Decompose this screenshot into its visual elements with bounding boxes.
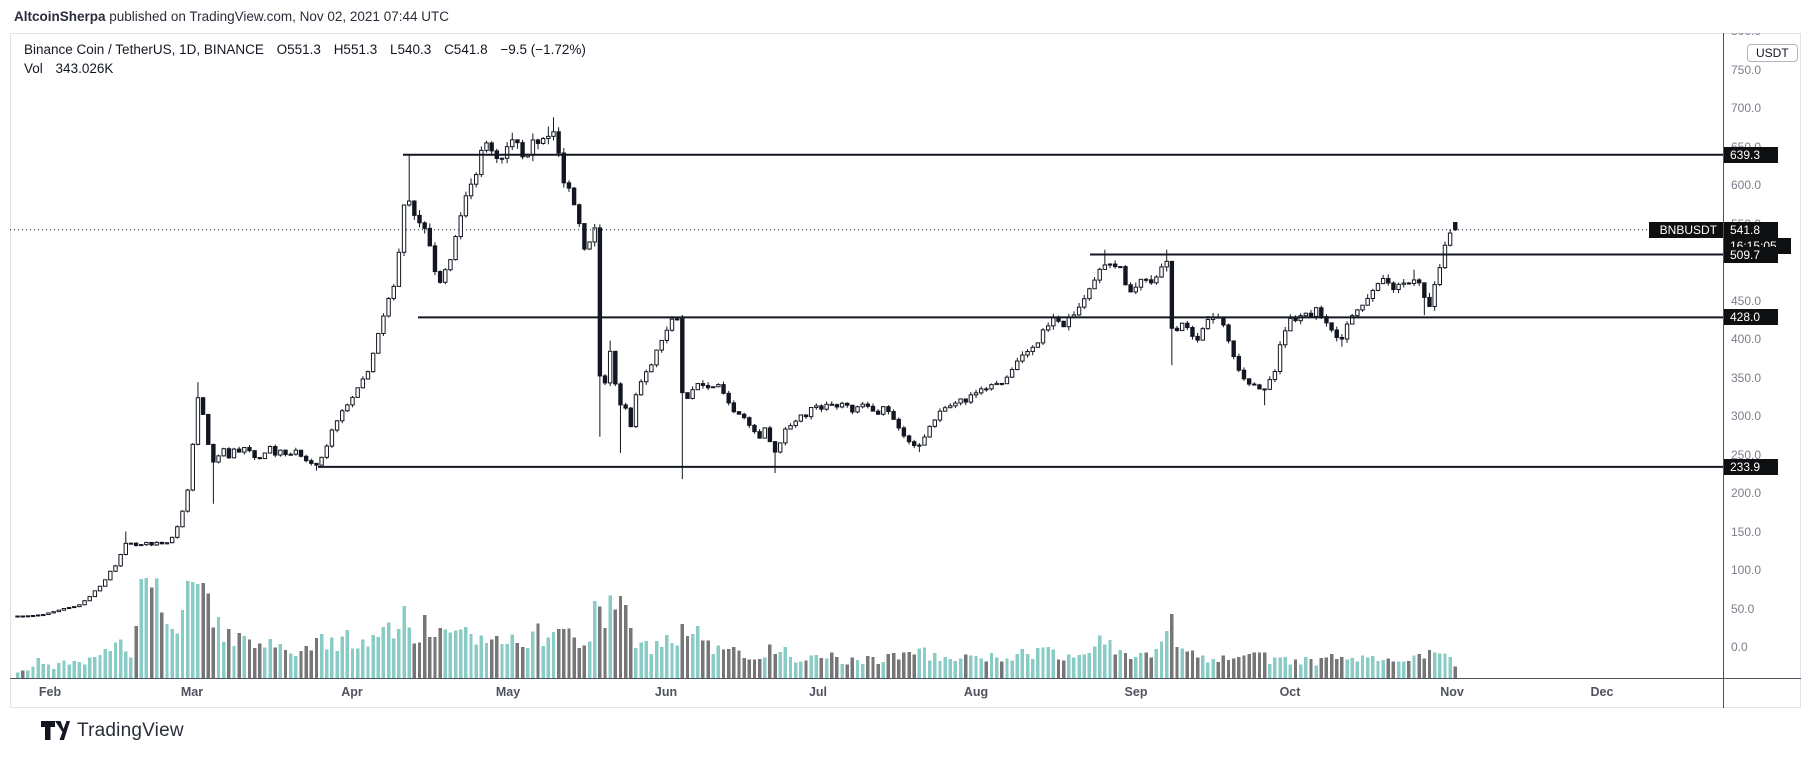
time-axis-label: Feb — [38, 685, 62, 699]
price-axis-label: 350.0 — [1731, 370, 1762, 385]
time-axis-label: Apr — [341, 685, 363, 699]
level-chip-509: 509.7 — [1724, 246, 1778, 263]
ohlc-high: H551.3 — [333, 42, 378, 57]
time-scale[interactable]: Feb Mar Apr May Jun Jul Aug Sep Oct Nov Dec — [10, 679, 1791, 708]
price-axis-label: 100.0 — [1731, 563, 1762, 577]
published-text: published on TradingView.com, Nov 02, 20… — [105, 9, 449, 24]
published-bar: AltcoinSherpa published on TradingView.c… — [14, 0, 449, 33]
time-axis-label: Oct — [1279, 685, 1301, 699]
tradingview-logo-icon — [41, 721, 70, 740]
price-axis-label: 0.0 — [1731, 640, 1748, 654]
tradingview-logo-text: TradingView — [77, 719, 184, 741]
volume-label: Vol — [24, 61, 43, 76]
time-axis-label: Jun — [654, 685, 678, 699]
time-axis-label: Aug — [963, 685, 989, 699]
ohlc-close: C541.8 — [444, 42, 488, 57]
price-axis-label: 200.0 — [1731, 486, 1762, 500]
time-axis-label: Dec — [1590, 685, 1614, 699]
time-axis-label: May — [495, 685, 521, 699]
price-scale[interactable]: 800.0750.0700.0650.0600.0550.0450.0400.0… — [1724, 33, 1801, 678]
volume-value: 343.026K — [55, 61, 114, 76]
price-axis-label: 700.0 — [1731, 101, 1762, 115]
price-axis-label: 400.0 — [1731, 332, 1762, 346]
time-axis-label: Jul — [808, 685, 828, 699]
price-axis-label: 750.0 — [1731, 62, 1762, 77]
currency-toggle-button[interactable]: USDT — [1747, 44, 1798, 62]
price-axis-label: 50.0 — [1731, 601, 1755, 616]
last-price-chip: 541.8 — [1724, 221, 1778, 238]
level-chip-233: 233.9 — [1724, 458, 1778, 475]
candles — [15, 117, 1458, 618]
chart-legend: Binance Coin / TetherUS, 1D, BINANCE O55… — [24, 40, 586, 78]
time-axis-label: Sep — [1124, 685, 1148, 699]
legend-volume-row: Vol 343.026K — [24, 59, 586, 78]
price-line-symbol-chip: BNBUSDT — [1649, 221, 1723, 238]
ohlc-open: O551.3 — [276, 42, 321, 57]
volume-bars — [15, 577, 1457, 678]
symbol-title: Binance Coin / TetherUS, 1D, BINANCE — [24, 42, 264, 57]
price-axis-label: 800.0 — [1731, 33, 1761, 38]
level-lines — [10, 33, 1801, 708]
price-axis-label: 450.0 — [1731, 293, 1762, 308]
tradingview-logo[interactable]: TradingView — [40, 719, 184, 742]
price-axis-label: 600.0 — [1731, 178, 1762, 192]
time-axis-label: Mar — [180, 685, 204, 699]
legend-symbol-row: Binance Coin / TetherUS, 1D, BINANCE O55… — [24, 40, 586, 59]
author-name: AltcoinSherpa — [14, 9, 106, 24]
price-axis-label: 300.0 — [1731, 409, 1762, 423]
level-chip-428: 428.0 — [1724, 309, 1778, 326]
change-value: −9.5 (−1.72%) — [500, 42, 586, 57]
ohlc-low: L540.3 — [390, 42, 432, 57]
time-axis-label: Nov — [1440, 685, 1464, 699]
price-axis-label: 150.0 — [1731, 524, 1762, 539]
price-axis-label: 250.0 — [1731, 447, 1762, 462]
level-chip-639: 639.3 — [1724, 146, 1778, 163]
